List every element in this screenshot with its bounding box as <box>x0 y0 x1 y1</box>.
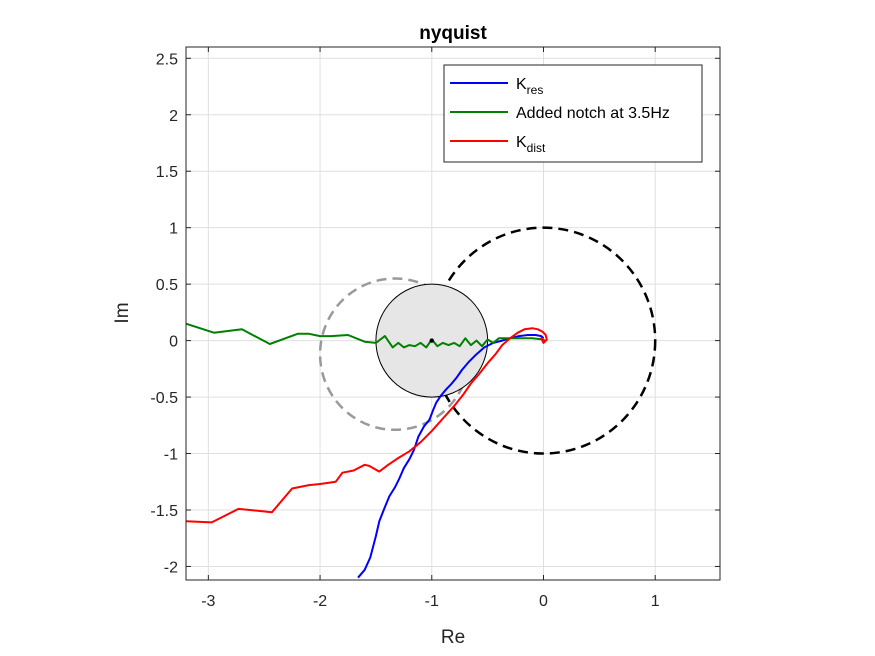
y-tick-label: 1 <box>169 221 178 238</box>
y-tick-label: -2 <box>164 559 178 576</box>
series-line-3 <box>186 327 548 524</box>
x-axis-label: Re <box>441 627 465 648</box>
axes-box <box>185 46 721 581</box>
legend-box <box>443 64 703 163</box>
y-tick-label: 2 <box>169 108 178 125</box>
legend-entry: Added notch at 3.5Hz <box>516 105 670 122</box>
series-line-2 <box>186 322 544 349</box>
legend-entry: Kres <box>516 76 543 97</box>
x-tick-label: -1 <box>425 593 439 610</box>
y-tick-label: 0.5 <box>156 277 178 294</box>
y-tick-label: 1.5 <box>156 164 178 181</box>
chart-title: nyquist <box>419 23 487 44</box>
ticks <box>186 47 720 580</box>
y-tick-label: 2.5 <box>156 51 178 68</box>
x-tick-label: -2 <box>313 593 327 610</box>
y-tick-label: -1.5 <box>150 503 178 520</box>
legend: Kres Added notch at 3.5Hz Kdist <box>443 64 703 163</box>
legend-entry: Kdist <box>516 134 546 155</box>
y-axis-label: Im <box>112 302 133 323</box>
tick-labels: -3 -2 -1 0 1 -2 -1.5 -1 -0.5 0 0.5 1 1.5 2 2.5 <box>150 51 659 610</box>
x-tick-label: 0 <box>539 593 548 610</box>
critical-point <box>429 338 434 343</box>
x-tick-label: -3 <box>201 593 215 610</box>
y-tick-label: 0 <box>169 334 178 351</box>
y-tick-label: -0.5 <box>150 390 178 407</box>
x-tick-label: 1 <box>651 593 660 610</box>
y-tick-label: -1 <box>164 447 178 464</box>
series-lines <box>186 322 548 579</box>
